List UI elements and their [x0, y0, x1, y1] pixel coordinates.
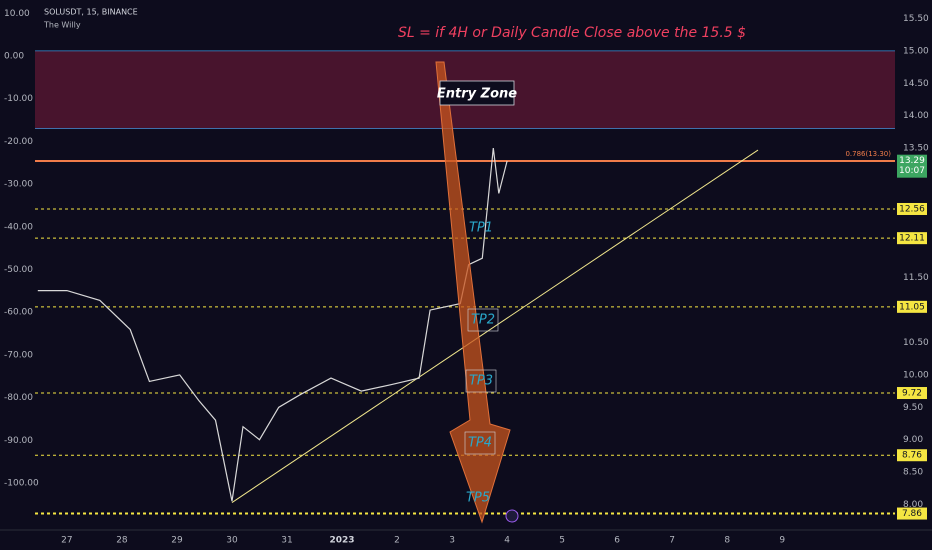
x-tick-label: 5: [559, 536, 565, 546]
y2-tick-label: 15.00: [903, 46, 929, 56]
arrow: [435, 61, 511, 524]
y2-tick-label: 15.50: [903, 14, 929, 24]
x-tick-label: 4: [504, 536, 510, 546]
y2-tick-label: 14.00: [903, 111, 929, 121]
price-tag-label: 12.56: [899, 204, 925, 214]
price-tag: [897, 449, 927, 462]
y-tick-label: -70.00: [4, 350, 33, 360]
y-tick-label: 10.00: [4, 9, 30, 19]
trendline: [231, 149, 759, 503]
price-line: [37, 148, 508, 502]
price-tag-label: 9.72: [902, 389, 922, 399]
x-tick-label: 28: [116, 536, 128, 546]
price-tag: [897, 202, 927, 215]
symbol-title: SOLUSDT, 15, BINANCE: [44, 8, 138, 17]
y2-tick-label: 9.00: [903, 435, 923, 445]
y-tick-label: -50.00: [4, 265, 33, 275]
price-tag: [897, 387, 927, 400]
tp-box: [465, 369, 497, 393]
y2-tick-label: 10.50: [903, 338, 929, 348]
x-tick-label: 8: [724, 536, 730, 546]
x-tick-label: 31: [281, 536, 292, 546]
tp-label: TP5: [466, 491, 490, 506]
indicator-name: The Willy: [43, 21, 81, 30]
tp-label: TP1: [469, 221, 493, 236]
entry-label: Entry Zone: [437, 87, 517, 102]
x-tick-label: 2: [394, 536, 400, 546]
y-tick-label: -60.00: [4, 308, 33, 318]
x-tick-label: 2023: [329, 536, 354, 546]
tp-label: TP3: [469, 374, 493, 389]
last-price-tag: [897, 154, 927, 178]
y2-tick-label: 8.50: [903, 468, 923, 478]
x-tick-label: 3: [449, 536, 455, 546]
tp-box: [467, 308, 499, 332]
y-tick-label: -80.00: [4, 393, 33, 403]
y2-tick-label: 14.50: [903, 79, 929, 89]
y-tick-label: -10.00: [4, 94, 33, 104]
tp-label: TP2: [471, 313, 495, 328]
tp-box: [464, 431, 496, 455]
tp-label: TP4: [468, 436, 492, 451]
y2-tick-label: 10.00: [903, 370, 929, 380]
y2-tick-label: 11.50: [903, 273, 929, 283]
fib-label: 0.786(13.30): [845, 150, 891, 158]
x-tick-label: 6: [614, 536, 620, 546]
sl-note: SL = if 4H or Daily Candle Close above t…: [398, 25, 746, 41]
y-tick-label: -90.00: [4, 436, 33, 446]
y-tick-label: -100.00: [4, 478, 39, 488]
x-tick-label: 27: [61, 536, 72, 546]
x-tick-label: 9: [779, 536, 785, 546]
price-tag-label: 8.76: [902, 451, 922, 461]
price-tag: [897, 232, 927, 245]
entry-box: [439, 80, 515, 106]
price-tag: [897, 507, 927, 520]
y-tick-label: -40.00: [4, 222, 33, 232]
y-tick-label: -30.00: [4, 180, 33, 190]
y-tick-label: 0.00: [4, 51, 24, 61]
y2-tick-label: 8.00: [903, 500, 923, 510]
y2-tick-label: 13.50: [903, 144, 929, 154]
price-tag-label: 11.05: [899, 302, 925, 312]
price-tag-label: 12.11: [899, 234, 925, 244]
event-icon[interactable]: [505, 509, 519, 523]
last-price-label: 13.29: [899, 156, 925, 166]
price-tag-label: 7.86: [902, 509, 922, 519]
y2-tick-label: 9.50: [903, 403, 923, 413]
price-tag: [897, 300, 927, 313]
x-tick-label: 29: [171, 536, 183, 546]
x-tick-label: 30: [226, 536, 238, 546]
y-tick-label: -20.00: [4, 137, 33, 147]
x-tick-label: 7: [669, 536, 675, 546]
countdown-label: 10:07: [899, 166, 925, 176]
